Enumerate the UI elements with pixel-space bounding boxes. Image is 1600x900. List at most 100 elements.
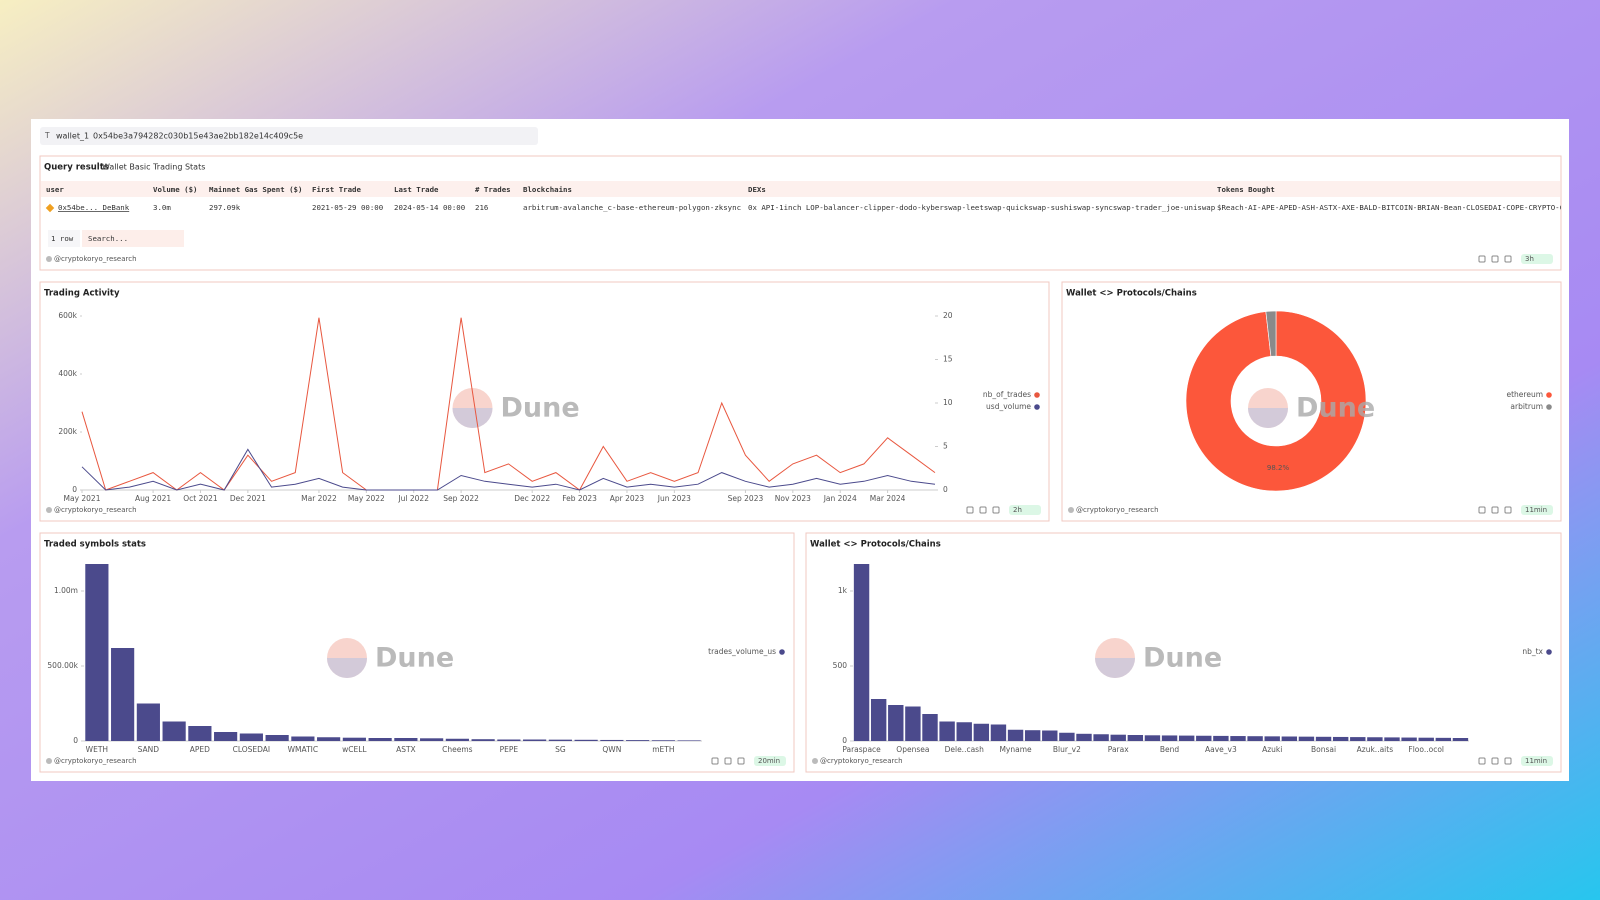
y2-tick-label: 10 [943,398,953,407]
x-tick-label: Mar 2024 [870,494,906,503]
bar [1178,735,1195,741]
watermark: Dune [375,643,454,674]
x-tick-label: wCELL [342,745,367,754]
x-tick-label: Bend [1160,745,1180,754]
legend-marker [1034,404,1040,410]
bar [394,738,418,741]
x-tick-label: WMATIC [288,745,318,754]
x-tick-label: Cheems [442,745,473,754]
x-tick-label: Paraspace [842,745,881,754]
tab[interactable]: Wallet Basic Trading Stats [102,163,205,172]
wallet-input[interactable] [40,127,538,145]
legend-marker [1546,392,1552,398]
action-icon[interactable] [1504,255,1512,263]
bar [905,706,921,741]
y-tick-label: 400k [58,369,77,378]
action-icon[interactable] [1491,255,1499,263]
x-tick-label: Aave_v3 [1205,745,1237,754]
column-header: user [46,185,64,194]
legend-label: usd_volume [986,402,1031,411]
cell[interactable]: 0x54be... DeBank [58,203,130,212]
legend-marker [1546,404,1552,410]
y-tick-label: 1k [838,586,848,595]
x-tick-label: Mar 2022 [301,494,337,503]
bar [548,739,572,741]
action-icon[interactable] [1478,506,1486,514]
bar [1435,737,1452,741]
bar [291,736,315,741]
x-tick-label: CLOSEDAI [233,745,271,754]
bar [939,721,955,741]
author-icon [46,758,52,764]
bar [214,732,238,741]
action-icon[interactable] [979,506,987,514]
x-tick-label: Floo..ocol [1408,745,1444,754]
action-icon[interactable] [711,757,719,765]
column-header: Last Trade [394,185,439,194]
action-icon[interactable] [1504,757,1512,765]
table-header [41,181,1560,197]
y-tick-label: 1.00m [54,586,78,595]
legend-marker [1034,392,1040,398]
cell: 0x API-1inch LOP-balancer-clipper-dodo-k… [748,203,1215,212]
action-icon[interactable] [1504,506,1512,514]
bar [420,738,444,741]
refresh-time: 20min [758,757,780,765]
tab[interactable]: Query results [44,163,109,173]
bar [853,564,870,741]
x-tick-label: Azuki [1262,745,1282,754]
refresh-badge [1521,254,1553,264]
bar [471,739,495,741]
bar [1350,737,1366,741]
series-line [81,448,936,491]
column-header: DEXs [748,185,766,194]
refresh-badge [754,756,786,766]
action-icon[interactable] [1491,757,1499,765]
action-icon[interactable] [1478,757,1486,765]
bar [1452,738,1469,741]
bar [1024,730,1041,741]
x-tick-label: Apr 2023 [610,494,645,503]
author: @cryptokoryo_research [1076,506,1159,514]
search-placeholder: Search... [88,234,128,243]
chart-title: Wallet <> Protocols/Chains [810,540,941,550]
author: @cryptokoryo_research [54,757,137,765]
watermark-logo [1248,408,1288,428]
slice-label: 98.2% [1267,464,1290,472]
x-tick-label: APED [190,745,210,754]
y2-tick-label: 5 [943,442,948,451]
action-icon[interactable] [1491,506,1499,514]
x-tick-label: mETH [652,745,674,754]
x-tick-label: ASTX [396,745,416,754]
action-icon[interactable] [1478,255,1486,263]
row-count-box [48,230,80,247]
bar [317,737,341,741]
column-header: Tokens Bought [1217,185,1275,194]
cell: 3.0m [153,203,171,212]
bar [1281,736,1298,741]
bar [1315,736,1332,741]
bar [239,733,263,741]
bar [888,705,904,741]
query-panel [39,155,1562,271]
x-tick-label: Feb 2023 [562,494,597,503]
bar [1418,737,1434,741]
watermark-logo [452,408,493,428]
x-tick-label: SG [555,745,566,754]
legend-label: nb_tx [1522,647,1543,656]
search-box[interactable] [82,230,184,247]
action-icon[interactable] [966,506,974,514]
bar [1127,735,1144,741]
pie-slice [1185,310,1367,492]
x-tick-label: Oct 2021 [183,494,218,503]
bar [1042,730,1058,741]
action-icon[interactable] [737,757,745,765]
x-tick-label: Jul 2022 [397,494,429,503]
bar [922,714,938,741]
watermark-logo [1095,658,1135,678]
action-icon[interactable] [992,506,1000,514]
action-icon[interactable] [724,757,732,765]
bar [1093,734,1109,741]
refresh-time: 11min [1525,506,1547,514]
bar [85,564,109,741]
